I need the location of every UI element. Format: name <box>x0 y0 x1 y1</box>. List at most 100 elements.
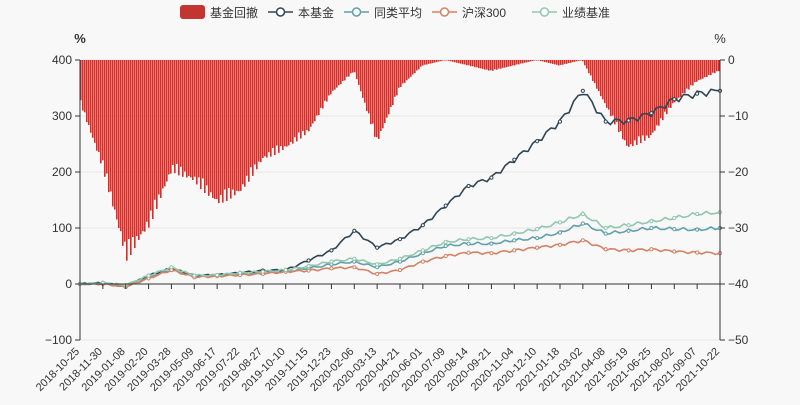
drawdown-bar <box>174 60 176 174</box>
drawdown-bar <box>162 60 164 189</box>
series-point <box>557 220 563 225</box>
series-point <box>672 249 677 254</box>
drawdown-bar <box>420 60 422 67</box>
right-tick-label: −10 <box>728 109 749 123</box>
drawdown-bar <box>202 60 204 179</box>
drawdown-bar <box>274 60 276 156</box>
drawdown-bar <box>686 60 688 89</box>
drawdown-bar <box>716 60 718 72</box>
drawdown-bar <box>402 60 404 84</box>
drawdown-bar <box>522 60 524 64</box>
drawdown-bar <box>176 60 178 164</box>
drawdown-bar <box>676 60 678 101</box>
drawdown-bar <box>238 60 240 192</box>
drawdown-bar <box>538 60 540 61</box>
legend-item-1[interactable]: 本基金 <box>268 5 334 20</box>
drawdown-bar <box>366 60 368 112</box>
drawdown-bar <box>674 60 676 103</box>
drawdown-bar <box>164 60 166 187</box>
right-axis-unit: % <box>714 31 726 46</box>
drawdown-bar <box>606 60 608 108</box>
drawdown-bar <box>282 60 284 151</box>
drawdown-bar <box>322 60 324 109</box>
drawdown-bar <box>636 60 638 145</box>
drawdown-bar <box>180 60 182 167</box>
drawdown-bar <box>562 60 564 65</box>
legend-label: 同类平均 <box>374 6 422 20</box>
legend-label: 沪深300 <box>462 6 506 20</box>
drawdown-bar <box>448 60 450 61</box>
drawdown-bar <box>354 60 356 73</box>
left-tick-label: 100 <box>52 221 72 235</box>
drawdown-bar <box>126 60 128 261</box>
series-point <box>489 251 494 256</box>
drawdown-bar <box>508 60 510 67</box>
drawdown-bar <box>672 60 674 104</box>
drawdown-bar <box>680 60 682 97</box>
drawdown-bar <box>526 60 528 63</box>
drawdown-bar <box>86 60 88 123</box>
drawdown-bar <box>178 60 180 176</box>
drawdown-bar <box>284 60 286 147</box>
drawdown-bar <box>154 60 156 200</box>
drawdown-bar <box>132 60 134 238</box>
drawdown-bar <box>388 60 390 115</box>
series-point <box>580 211 585 217</box>
series-point <box>649 247 654 252</box>
legend-item-2[interactable]: 同类平均 <box>344 6 422 20</box>
drawdown-bar <box>262 60 264 159</box>
drawdown-bar <box>172 60 174 165</box>
drawdown-bar <box>290 60 292 143</box>
drawdown-bar <box>586 60 588 69</box>
drawdown-bar <box>252 60 254 176</box>
series-point <box>603 247 608 252</box>
series-point <box>283 267 288 273</box>
drawdown-bar <box>642 60 644 136</box>
drawdown-bar <box>144 60 146 232</box>
legend-item-0[interactable]: 基金回撤 <box>180 5 258 20</box>
drawdown-bar <box>592 60 594 82</box>
drawdown-bar <box>684 60 686 94</box>
drawdown-bar <box>296 60 298 142</box>
drawdown-bar <box>622 60 624 140</box>
series-point <box>580 88 585 93</box>
drawdown-bar <box>360 60 362 92</box>
drawdown-bar <box>326 60 328 102</box>
drawdown-bar <box>668 60 670 108</box>
drawdown-bar <box>510 60 512 67</box>
series-line-1 <box>79 223 721 287</box>
drawdown-bar <box>476 60 478 68</box>
drawdown-bar <box>506 60 508 68</box>
drawdown-bar <box>310 60 312 127</box>
drawdown-bar <box>158 60 160 195</box>
legend-item-3[interactable]: 沪深300 <box>432 6 506 20</box>
series-point <box>443 253 448 259</box>
series-point <box>352 228 357 233</box>
series-point <box>352 256 357 261</box>
drawdown-bar <box>656 60 658 126</box>
drawdown-bar <box>358 60 360 85</box>
drawdown-bar <box>550 60 552 64</box>
drawdown-bar <box>658 60 660 126</box>
left-tick-label: 400 <box>52 53 72 67</box>
drawdown-bar <box>308 60 310 132</box>
series-point <box>695 250 700 255</box>
drawdown-bar <box>300 60 302 139</box>
right-tick-label: −20 <box>728 165 749 179</box>
drawdown-bar <box>644 60 646 141</box>
drawdown-bar <box>486 60 488 70</box>
drawdown-bar <box>128 60 130 240</box>
drawdown-bar <box>534 60 536 61</box>
drawdown-bar <box>594 60 596 84</box>
drawdown-bar <box>230 60 232 199</box>
drawdown-bar <box>280 60 282 147</box>
drawdown-bar <box>628 60 630 147</box>
series-point <box>672 215 677 221</box>
drawdown-bar <box>560 60 562 65</box>
drawdown-bar <box>414 60 416 74</box>
legend-item-4[interactable]: 业绩基准 <box>532 6 610 20</box>
drawdown-bar <box>464 60 466 65</box>
drawdown-bar <box>398 60 400 88</box>
drawdown-bar <box>166 60 168 182</box>
drawdown-bar <box>80 60 82 101</box>
